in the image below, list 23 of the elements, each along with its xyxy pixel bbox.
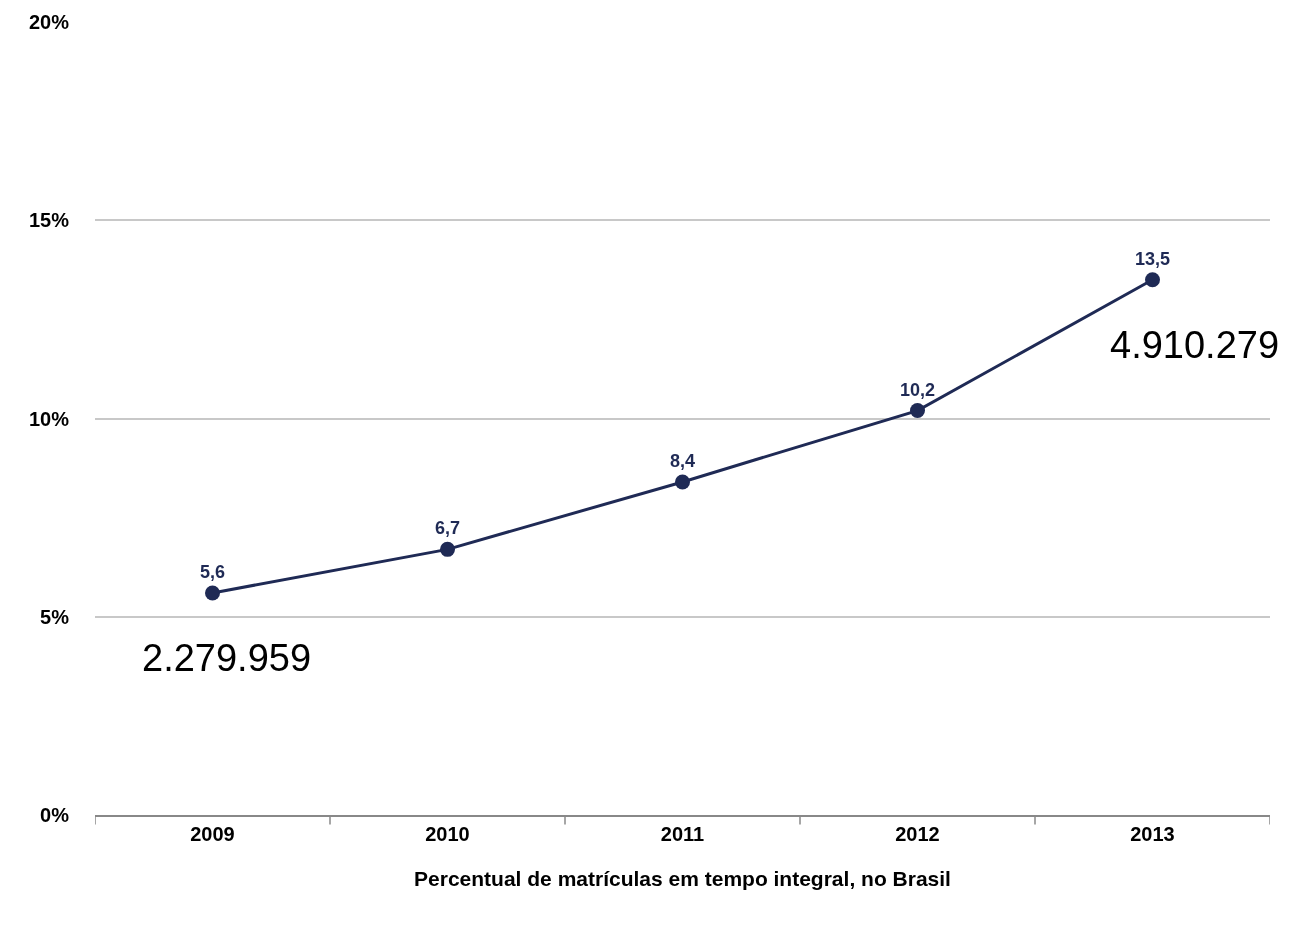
x-axis-title: Percentual de matrículas em tempo integral, no Brasil [414, 867, 951, 891]
y-tick-label: 10% [28, 407, 70, 430]
point [1145, 272, 1160, 288]
x-tick-label: 2011 [660, 822, 705, 845]
y-tick-label: 20% [28, 11, 70, 33]
x-tick-label: 2009 [190, 822, 235, 845]
data-label: 10,2 [899, 379, 936, 400]
annotation: 2.279.959 [142, 637, 312, 679]
point [675, 474, 690, 490]
data-label: 6,7 [434, 518, 461, 539]
x-tick-label: 2010 [425, 822, 470, 845]
x-tick-label: 2012 [895, 822, 940, 845]
annotation: 4.910.279 [1110, 324, 1280, 366]
data-label: 13,5 [1134, 248, 1171, 269]
y-tick-label: 0% [40, 804, 70, 826]
point [910, 403, 925, 419]
point [205, 585, 220, 601]
y-tick-label: 15% [28, 209, 70, 232]
data-label: 5,6 [199, 562, 226, 583]
x-tick-label: 2013 [1130, 822, 1175, 845]
data-label: 8,4 [669, 451, 696, 472]
y-tick-label: 5% [40, 605, 70, 628]
point [440, 541, 455, 557]
